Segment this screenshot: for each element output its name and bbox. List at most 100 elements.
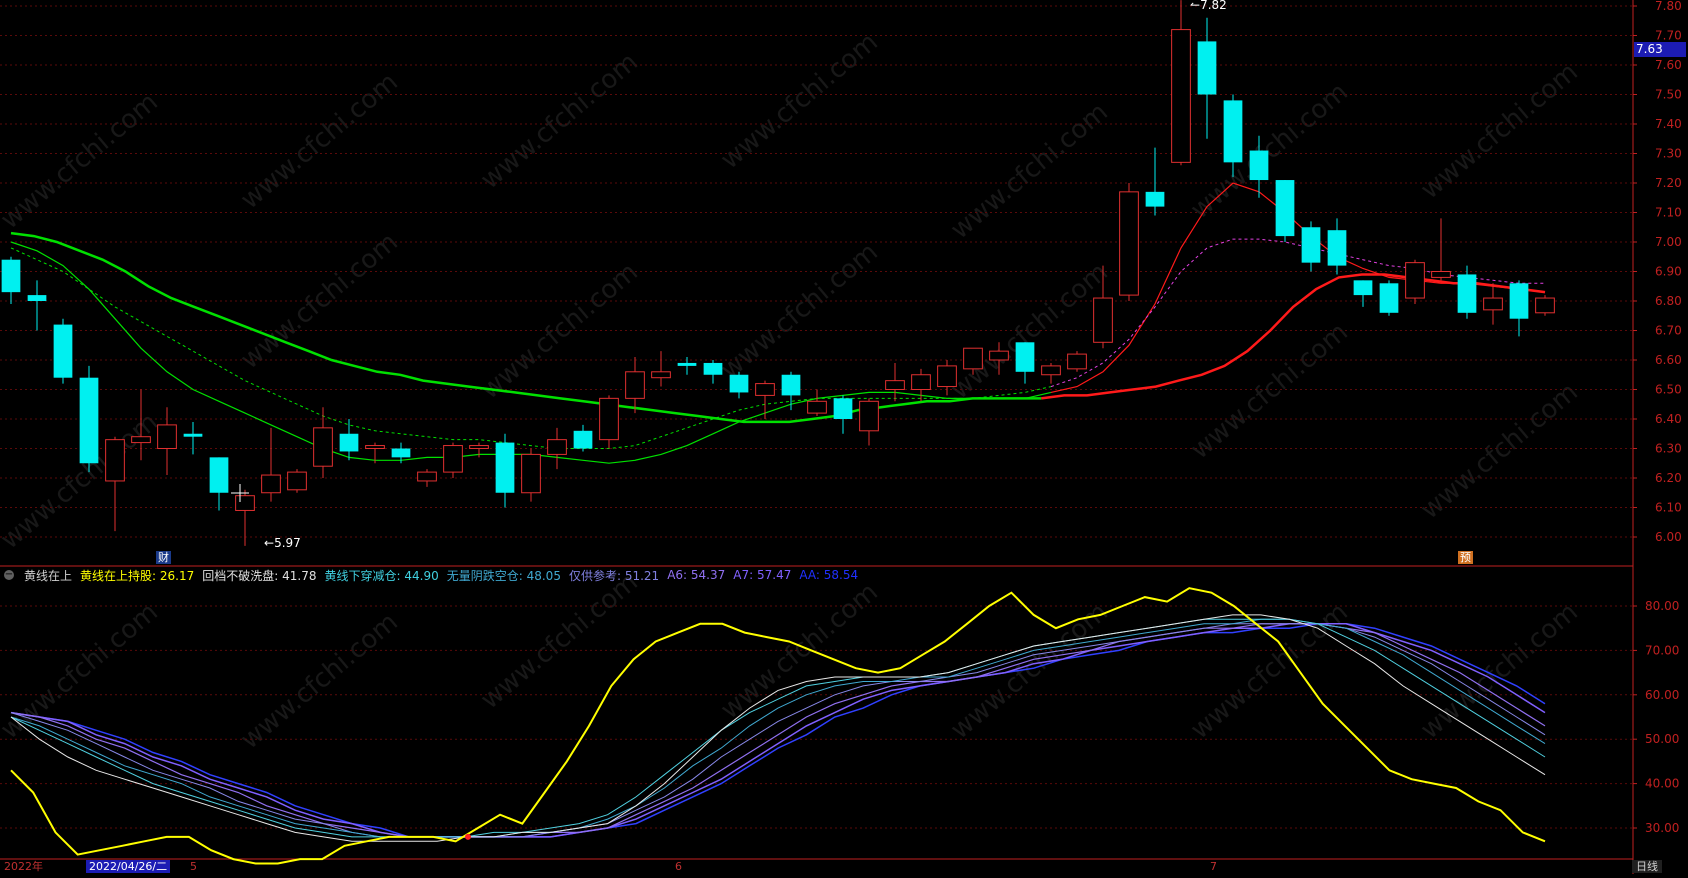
legend-item-0: 黄线在上持股: 26.17 — [80, 568, 195, 583]
candle-body-2 — [53, 324, 73, 378]
candle-body-6 — [157, 424, 177, 449]
candle-body-35 — [911, 374, 931, 390]
ind-series-0 — [10, 587, 1546, 865]
candle-body-36 — [937, 365, 957, 388]
candle-body-1 — [27, 295, 47, 301]
candle-body-12 — [313, 427, 333, 467]
candle-body-8 — [209, 457, 229, 493]
candle-body-47 — [1223, 100, 1243, 163]
high-price-label: ↼7.82 — [1188, 0, 1229, 12]
candle-body-45 — [1171, 29, 1191, 163]
candle-body-57 — [1483, 297, 1503, 311]
candle-body-24 — [625, 371, 645, 399]
low-price-value: 5.97 — [274, 536, 301, 550]
price-tick-label-1: 7.70 — [1655, 29, 1682, 43]
candle-body-56 — [1457, 274, 1477, 313]
candle-body-3 — [79, 377, 99, 464]
ind-tick-label-5: 30.00 — [1645, 821, 1679, 835]
candle-body-44 — [1145, 191, 1165, 207]
candle-body-30 — [781, 374, 801, 396]
ind-tick-label-4: 40.00 — [1645, 777, 1679, 791]
candle-body-38 — [989, 350, 1009, 361]
candle-body-9 — [235, 495, 255, 511]
price-tick-label-8: 7.00 — [1655, 235, 1682, 249]
ind-series-7 — [10, 623, 1546, 838]
price-tick-label-13: 6.50 — [1655, 383, 1682, 397]
candle-body-17 — [443, 445, 463, 473]
candle-body-41 — [1067, 353, 1087, 370]
candle-body-59 — [1535, 297, 1555, 314]
candle-body-20 — [521, 453, 541, 494]
candle-body-51 — [1327, 230, 1347, 266]
legend-item-7: AA: 58.54 — [799, 568, 859, 582]
candle-body-54 — [1405, 262, 1425, 299]
candle-body-29 — [755, 383, 775, 396]
candle-body-23 — [599, 397, 619, 441]
candle-body-10 — [261, 474, 281, 494]
ma-dash-magenta — [1050, 238, 1545, 388]
legend-item-5: A6: 54.37 — [667, 568, 726, 582]
candle-body-21 — [547, 439, 567, 455]
ma-dash-green — [10, 247, 1052, 449]
candle-body-22 — [573, 430, 593, 449]
price-tick-label-6: 7.20 — [1655, 176, 1682, 190]
arrow-icon: ↼ — [1190, 0, 1201, 12]
candle-body-55 — [1431, 271, 1451, 278]
candle-body-7 — [183, 433, 203, 437]
price-tick-label-16: 6.20 — [1655, 471, 1682, 485]
candle-body-16 — [417, 471, 437, 482]
candle-body-37 — [963, 347, 983, 370]
ind-series-1 — [10, 614, 1546, 842]
price-tick-label-3: 7.50 — [1655, 88, 1682, 102]
price-tick-label-9: 6.90 — [1655, 265, 1682, 279]
candle-body-58 — [1509, 283, 1529, 319]
price-tick-label-14: 6.40 — [1655, 412, 1682, 426]
month-label-7: 7 — [1210, 860, 1217, 873]
candle-body-33 — [859, 400, 879, 432]
price-tick-label-0: 7.80 — [1655, 0, 1682, 13]
candle-body-48 — [1249, 150, 1269, 181]
candle-body-14 — [365, 445, 385, 449]
price-tick-label-7: 7.10 — [1655, 206, 1682, 220]
candle-body-52 — [1353, 280, 1373, 296]
legend-item-4: 仅供参考: 51.21 — [568, 568, 660, 583]
candle-body-26 — [677, 362, 697, 366]
candle-body-11 — [287, 471, 307, 491]
legend-item-2: 黄线下穿减仓: 44.90 — [324, 568, 439, 583]
price-tick-label-15: 6.30 — [1655, 442, 1682, 456]
ind-tick-label-0: 80.00 — [1645, 599, 1679, 613]
high-price-value: 7.82 — [1200, 0, 1227, 12]
legend-item-3: 无量阴跌空仓: 48.05 — [446, 568, 561, 583]
forecast-marker[interactable]: 预 — [1458, 551, 1473, 564]
candle-body-50 — [1301, 227, 1321, 263]
date-axis-bar: 2022年 2022/04/26/二 5 6 7 日线 — [0, 860, 1688, 874]
candle-body-42 — [1093, 297, 1113, 343]
legend-item-6: A7: 57.47 — [733, 568, 792, 582]
candle-body-31 — [807, 400, 827, 414]
legend-title: 黄线在上 — [24, 568, 73, 583]
price-tick-label-12: 6.60 — [1655, 353, 1682, 367]
candle-body-25 — [651, 371, 671, 379]
financial-marker[interactable]: 财 — [156, 551, 171, 564]
year-label: 2022年 — [4, 860, 43, 873]
candle-body-40 — [1041, 365, 1061, 376]
price-tick-label-18: 6.00 — [1655, 530, 1682, 544]
candle-body-53 — [1379, 283, 1399, 313]
candle-body-39 — [1015, 342, 1035, 372]
candle-body-28 — [729, 374, 749, 393]
period-selector[interactable]: 日线 — [1632, 860, 1662, 873]
candle-body-32 — [833, 398, 853, 419]
candle-body-46 — [1197, 41, 1217, 95]
candle-body-18 — [469, 445, 489, 449]
ind-tick-label-2: 60.00 — [1645, 688, 1679, 702]
candle-body-5 — [131, 436, 151, 444]
ind-tick-label-1: 70.00 — [1645, 643, 1679, 657]
candle-body-43 — [1119, 191, 1139, 296]
crossover-marker — [465, 833, 471, 840]
price-tick-label-17: 6.10 — [1655, 501, 1682, 515]
collapse-icon[interactable]: − — [4, 569, 14, 580]
month-label-6: 6 — [675, 860, 682, 873]
ind-series-4 — [10, 623, 1546, 838]
